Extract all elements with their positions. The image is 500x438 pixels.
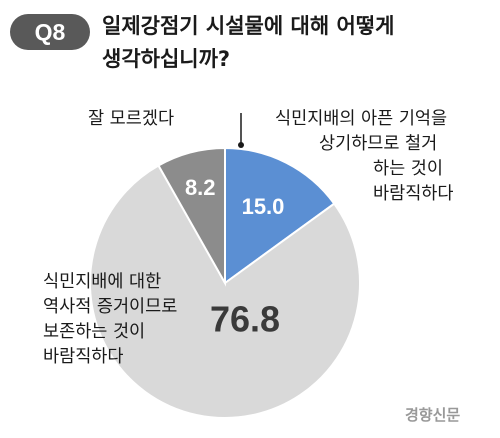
label-remove-line-3: 하는 것이 <box>373 159 443 179</box>
label-keep-line-3: 보존하는 것이 <box>43 322 146 342</box>
pie-slice-remove <box>224 146 336 285</box>
pie-slice-dont-know <box>157 146 226 287</box>
label-remove-line-4: 바람직하다 <box>373 184 454 204</box>
label-remove: 식민지배의 아픈 기억을 상기하므로 철거 하는 것이 바람직하다 <box>275 107 454 207</box>
label-remove-line-1: 식민지배의 아픈 기억을 <box>275 109 448 129</box>
question-title-line-2: 생각하십니까? <box>102 47 231 71</box>
remove-leader-dot <box>238 142 244 148</box>
label-keep-line-4: 바람직하다 <box>43 347 124 367</box>
value-label-remove: 15.0 <box>242 194 285 219</box>
pie-slice-keep <box>89 164 361 419</box>
label-remove-line-2: 상기하므로 철거 <box>319 134 438 154</box>
label-dont-know-line-1: 잘 모르겠다 <box>88 109 175 129</box>
label-keep-line-1: 식민지배에 대한 <box>43 272 162 292</box>
question-title: 일제강점기 시설물에 대해 어떻게 생각하십니까? <box>102 10 492 76</box>
source-credit: 경향신문 <box>405 406 461 424</box>
value-label-keep: 76.8 <box>210 299 280 340</box>
label-dont-know: 잘 모르겠다 <box>88 107 174 132</box>
value-label-dont-know: 8.2 <box>185 175 216 200</box>
label-keep-line-2: 역사적 증거이므로 <box>43 297 178 317</box>
question-badge: Q8 <box>10 14 90 50</box>
question-title-line-1: 일제강점기 시설물에 대해 어떻게 <box>102 14 395 38</box>
label-keep: 식민지배에 대한 역사적 증거이므로 보존하는 것이 바람직하다 <box>43 270 177 370</box>
